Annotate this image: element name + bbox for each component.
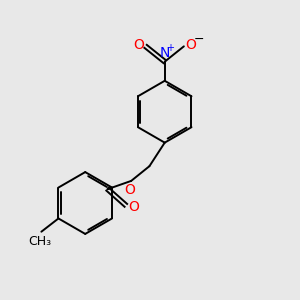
Text: +: + [166,43,174,53]
Text: O: O [185,38,196,52]
Text: O: O [128,200,139,214]
Text: O: O [134,38,145,52]
Text: CH₃: CH₃ [28,235,52,248]
Text: −: − [193,33,204,46]
Text: O: O [124,183,135,197]
Text: N: N [160,46,170,60]
